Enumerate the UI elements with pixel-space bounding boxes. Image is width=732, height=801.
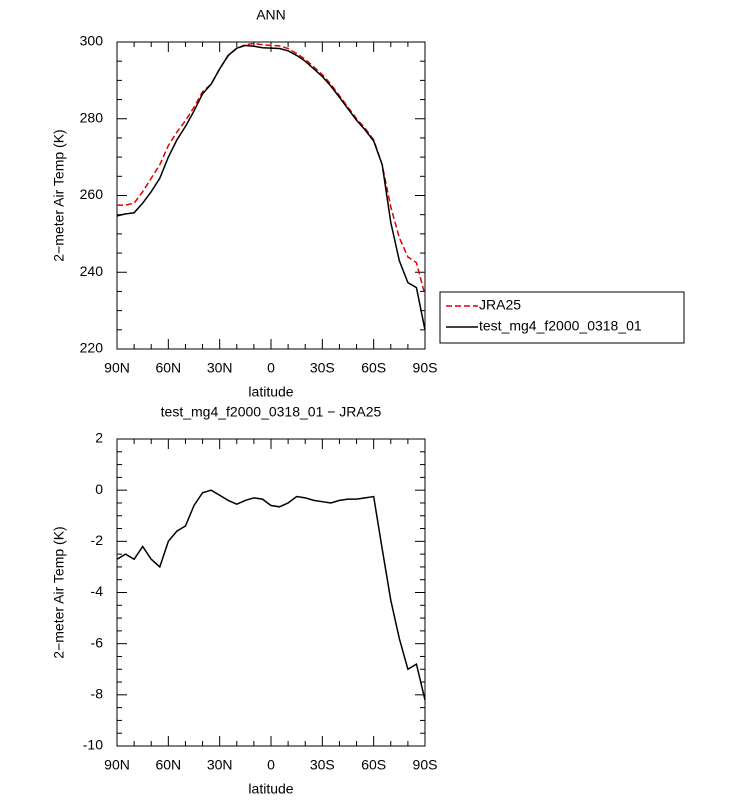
x-tick-label: 60N: [155, 360, 181, 376]
x-tick-label: 60S: [361, 360, 386, 376]
y-tick-label: -4: [91, 583, 104, 599]
legend-label: JRA25: [479, 297, 521, 313]
plot-frame: [116, 41, 426, 350]
y-tick-label: -2: [91, 532, 104, 548]
legend-label: test_mg4_f2000_0318_01: [479, 318, 642, 334]
y-tick-label: 240: [80, 263, 104, 279]
y-tick-label: 280: [80, 109, 104, 125]
y-axis-label: 2−meter Air Temp (K): [51, 526, 67, 658]
y-tick-label: 0: [95, 481, 103, 497]
x-tick-label: 0: [267, 360, 275, 376]
x-tick-label: 30N: [207, 757, 233, 773]
y-tick-label: 300: [80, 33, 104, 49]
y-tick-label: -6: [91, 634, 104, 650]
x-tick-label: 60N: [155, 757, 181, 773]
x-tick-label: 30S: [310, 757, 335, 773]
x-tick-label: 90S: [413, 360, 438, 376]
x-tick-label: 0: [267, 757, 275, 773]
series-line: [116, 489, 426, 701]
chart-title: ANN: [256, 7, 286, 23]
plot-frame: [116, 438, 426, 747]
x-tick-label: 30S: [310, 360, 335, 376]
x-tick-label: 90N: [104, 757, 130, 773]
x-tick-label: 60S: [361, 757, 386, 773]
series-line: [116, 44, 426, 330]
y-tick-label: -10: [83, 737, 103, 753]
x-axis-label: latitude: [248, 384, 293, 400]
y-tick-label: 2: [95, 430, 103, 446]
chart-title: test_mg4_f2000_0318_01 − JRA25: [161, 404, 382, 420]
x-axis-label: latitude: [248, 781, 293, 797]
x-tick-label: 90S: [413, 757, 438, 773]
y-tick-label: 220: [80, 340, 104, 356]
y-axis-label: 2−meter Air Temp (K): [51, 129, 67, 261]
x-tick-label: 90N: [104, 360, 130, 376]
y-tick-label: 260: [80, 186, 104, 202]
legend-box: [439, 291, 685, 344]
x-tick-label: 30N: [207, 360, 233, 376]
y-tick-label: -8: [91, 686, 104, 702]
